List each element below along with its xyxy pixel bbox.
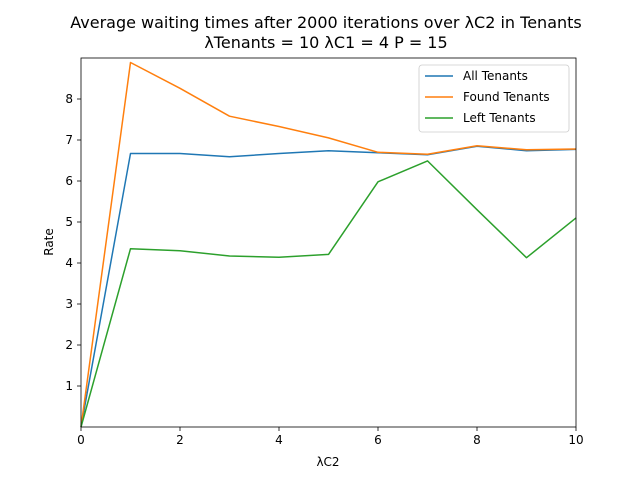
x-tick-label: 8 xyxy=(473,433,481,447)
chart-subtitle: λTenants = 10 λC1 = 4 P = 15 xyxy=(204,33,447,52)
y-tick-label: 7 xyxy=(65,133,73,147)
chart-title: Average waiting times after 2000 iterati… xyxy=(70,13,582,32)
y-tick-label: 4 xyxy=(65,256,73,270)
series-line-found-tenants xyxy=(80,61,577,428)
plot-frame xyxy=(80,57,577,428)
x-tick-label: 6 xyxy=(374,433,382,447)
y-tick-label: 3 xyxy=(65,297,73,311)
x-tick-label: 0 xyxy=(77,433,85,447)
y-tick-label: 8 xyxy=(65,92,73,106)
legend-label-left-tenants: Left Tenants xyxy=(463,111,536,125)
x-tick-label: 2 xyxy=(176,433,184,447)
legend-label-found-tenants: Found Tenants xyxy=(463,90,550,104)
legend-box xyxy=(418,64,570,133)
legend: All Tenants Found Tenants Left Tenants xyxy=(418,64,570,133)
x-axis-label: λC2 xyxy=(316,455,339,469)
legend-label-all-tenants: All Tenants xyxy=(463,69,528,83)
y-tick-label: 6 xyxy=(65,174,73,188)
y-tick-label: 2 xyxy=(65,338,73,352)
plot-area xyxy=(80,61,577,428)
y-tick-label: 1 xyxy=(65,379,73,393)
x-tick-label: 4 xyxy=(275,433,283,447)
y-axis-label: Rate xyxy=(42,228,56,256)
x-tick-label: 10 xyxy=(568,433,583,447)
y-tick-label: 5 xyxy=(65,215,73,229)
series-line-left-tenants xyxy=(80,160,577,428)
